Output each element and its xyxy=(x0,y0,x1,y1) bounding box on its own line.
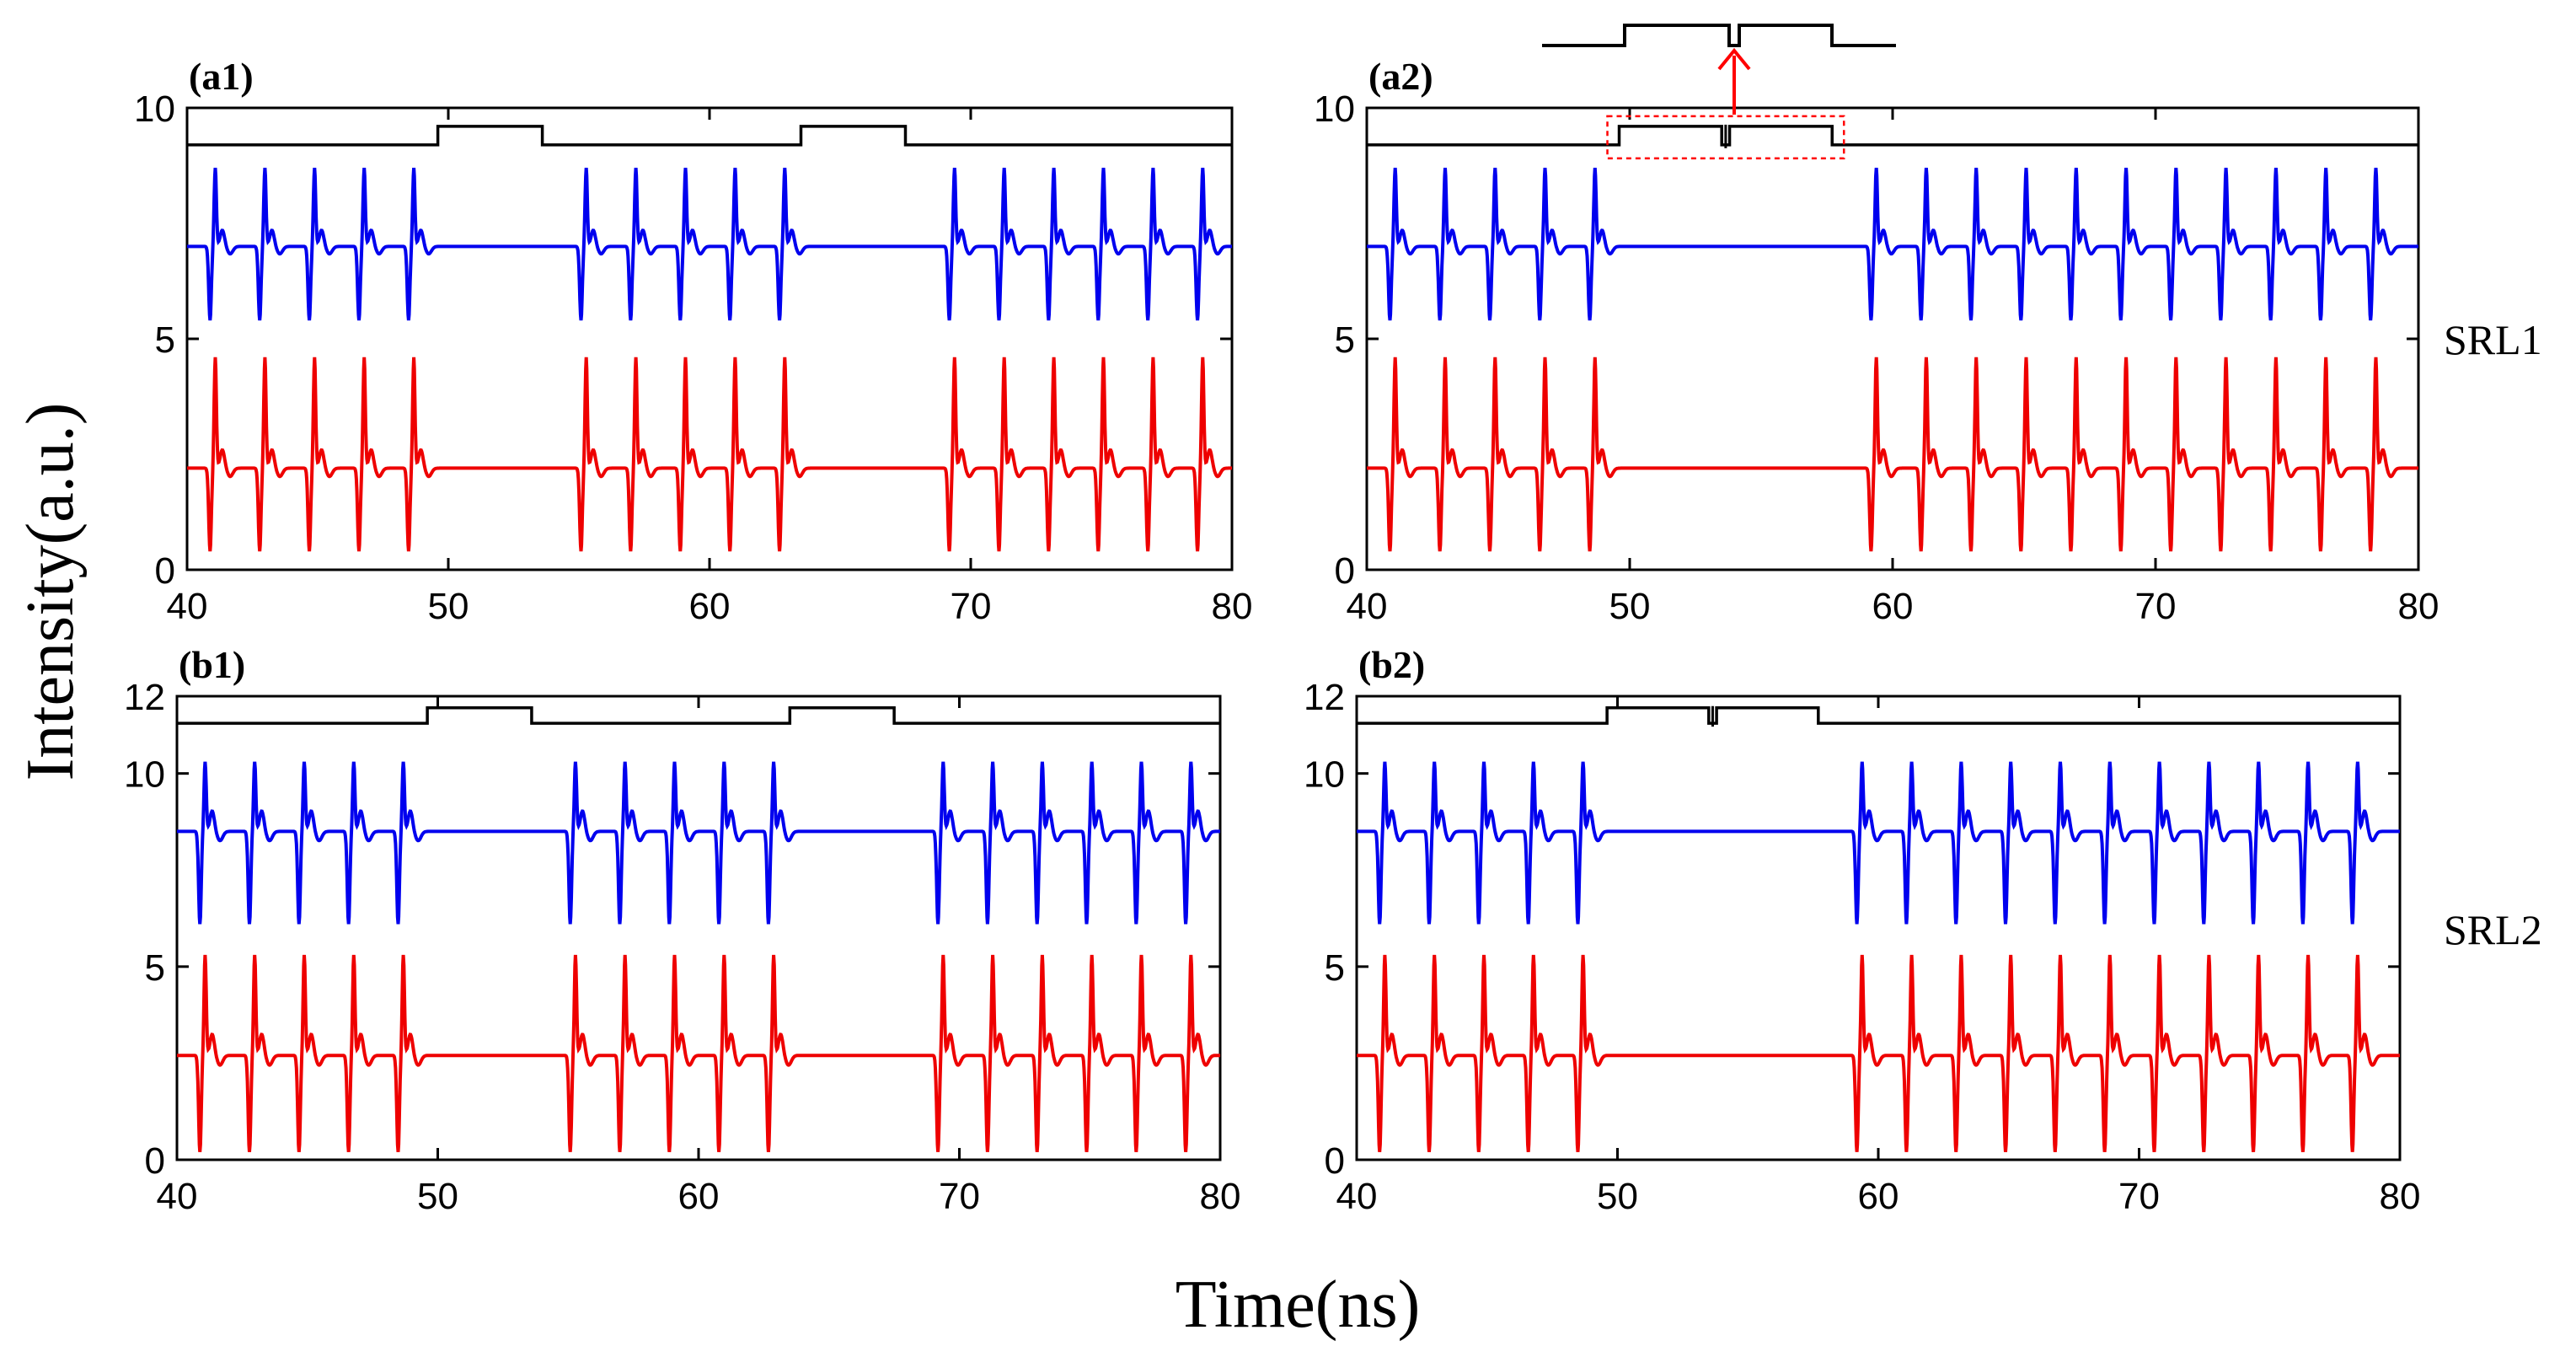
y-tick-label: 10 xyxy=(124,754,165,796)
y-tick-label: 5 xyxy=(145,947,165,989)
row-label-srl2: SRL2 xyxy=(2444,906,2542,953)
x-tick-label: 60 xyxy=(689,586,731,627)
row-label-srl1: SRL1 xyxy=(2444,316,2542,363)
y-tick-label: 5 xyxy=(1325,947,1345,989)
series-line-red xyxy=(177,954,1220,1152)
x-tick-label: 70 xyxy=(951,586,992,627)
series-line-red xyxy=(1357,954,2400,1152)
y-tick-label: 12 xyxy=(124,677,165,718)
y-tick-label: 0 xyxy=(155,550,175,592)
series-line-blue xyxy=(1357,761,2400,925)
input-pulse-line xyxy=(187,125,1232,147)
x-tick-label: 50 xyxy=(428,586,469,627)
x-tick-label: 70 xyxy=(939,1176,980,1217)
y-tick-label: 0 xyxy=(145,1140,165,1182)
y-tick-label: 0 xyxy=(1335,550,1355,592)
panel-b1: 40 50 60 70 80 0 5 10 12 (b1) xyxy=(124,643,1240,1217)
x-tick-label: 60 xyxy=(678,1176,720,1217)
x-axis-title: Time(ns) xyxy=(1176,1268,1420,1342)
y-tick-label: 12 xyxy=(1304,677,1345,718)
plot-frame xyxy=(1355,695,2402,1161)
panel-label: (b1) xyxy=(179,643,245,686)
panel-label: (b2) xyxy=(1358,643,1425,686)
x-tick-label: 50 xyxy=(417,1176,458,1217)
y-axis-title: Intensity(a.u.) xyxy=(13,403,88,781)
y-tick-label: 5 xyxy=(155,319,175,361)
x-tick-label: 40 xyxy=(157,1176,198,1217)
y-tick-label: 10 xyxy=(134,88,175,130)
input-pulse-line xyxy=(177,706,1220,725)
input-pulse-line xyxy=(1367,125,2418,147)
panel-a2: 40 50 60 70 80 0 5 10 (a2) xyxy=(1314,55,2439,627)
series-line-blue xyxy=(187,167,1232,321)
x-tick-label: 40 xyxy=(167,586,208,627)
series-line-red xyxy=(1367,357,2418,552)
input-inset xyxy=(1542,24,1896,115)
plot-frame xyxy=(175,695,1222,1161)
x-tick-label: 40 xyxy=(1336,1176,1378,1217)
x-tick-label: 50 xyxy=(1609,586,1651,627)
x-tick-label: 60 xyxy=(1858,1176,1899,1217)
panel-label: (a1) xyxy=(189,55,254,98)
inset-pulse-line xyxy=(1542,24,1896,47)
plot-frame xyxy=(1365,106,2420,571)
y-tick-label: 0 xyxy=(1325,1140,1345,1182)
series-line-red xyxy=(187,357,1232,552)
x-tick-label: 80 xyxy=(2380,1176,2421,1217)
y-tick-label: 10 xyxy=(1314,88,1355,130)
input-pulse-line xyxy=(1357,706,2400,725)
series-line-blue xyxy=(177,761,1220,925)
x-tick-label: 50 xyxy=(1597,1176,1638,1217)
panel-a1: 40 50 60 70 80 0 5 10 (a1) xyxy=(134,55,1252,627)
plot-frame xyxy=(185,106,1234,571)
x-tick-label: 60 xyxy=(1872,586,1914,627)
x-tick-label: 80 xyxy=(1200,1176,1241,1217)
x-tick-label: 80 xyxy=(2398,586,2439,627)
x-tick-label: 40 xyxy=(1347,586,1388,627)
x-tick-label: 70 xyxy=(2118,1176,2160,1217)
panel-b2: 40 50 60 70 80 0 5 10 12 (b2) xyxy=(1304,643,2420,1217)
panel-label: (a2) xyxy=(1368,55,1433,98)
x-tick-label: 80 xyxy=(1212,586,1253,627)
series-line-blue xyxy=(1367,167,2418,321)
y-tick-label: 5 xyxy=(1335,319,1355,361)
x-tick-label: 70 xyxy=(2135,586,2177,627)
arrow-head-icon xyxy=(1717,47,1751,71)
y-tick-label: 10 xyxy=(1304,754,1345,796)
